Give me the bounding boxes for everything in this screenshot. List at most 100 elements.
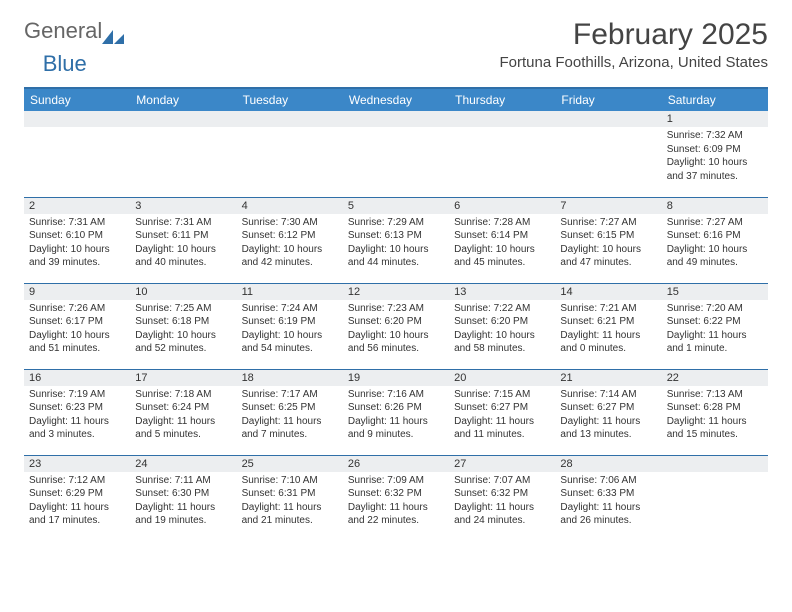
calendar-week: 9Sunrise: 7:26 AMSunset: 6:17 PMDaylight…: [24, 283, 768, 369]
day-number: 15: [662, 284, 768, 300]
day-details: Sunrise: 7:29 AMSunset: 6:13 PMDaylight:…: [343, 214, 449, 274]
day-number: 4: [237, 198, 343, 214]
calendar-body: 1Sunrise: 7:32 AMSunset: 6:09 PMDaylight…: [24, 111, 768, 541]
day-details: Sunrise: 7:30 AMSunset: 6:12 PMDaylight:…: [237, 214, 343, 274]
day-details: Sunrise: 7:06 AMSunset: 6:33 PMDaylight:…: [555, 472, 661, 532]
col-saturday: Saturday: [662, 89, 768, 111]
day-details: Sunrise: 7:12 AMSunset: 6:29 PMDaylight:…: [24, 472, 130, 532]
day-number: 25: [237, 456, 343, 472]
day-number: 6: [449, 198, 555, 214]
day-number: 2: [24, 198, 130, 214]
calendar-cell: [555, 111, 661, 197]
calendar-cell: 4Sunrise: 7:30 AMSunset: 6:12 PMDaylight…: [237, 197, 343, 283]
day-number: 7: [555, 198, 661, 214]
calendar-week: 16Sunrise: 7:19 AMSunset: 6:23 PMDayligh…: [24, 369, 768, 455]
calendar-cell: 3Sunrise: 7:31 AMSunset: 6:11 PMDaylight…: [130, 197, 236, 283]
sail-icon: [102, 24, 124, 38]
day-number: [555, 111, 661, 127]
day-details: Sunrise: 7:22 AMSunset: 6:20 PMDaylight:…: [449, 300, 555, 360]
day-details: Sunrise: 7:24 AMSunset: 6:19 PMDaylight:…: [237, 300, 343, 360]
col-thursday: Thursday: [449, 89, 555, 111]
day-number: 20: [449, 370, 555, 386]
calendar-cell: 23Sunrise: 7:12 AMSunset: 6:29 PMDayligh…: [24, 455, 130, 541]
calendar-cell: [343, 111, 449, 197]
day-details: Sunrise: 7:18 AMSunset: 6:24 PMDaylight:…: [130, 386, 236, 446]
day-details: Sunrise: 7:16 AMSunset: 6:26 PMDaylight:…: [343, 386, 449, 446]
day-details: Sunrise: 7:14 AMSunset: 6:27 PMDaylight:…: [555, 386, 661, 446]
calendar-cell: 24Sunrise: 7:11 AMSunset: 6:30 PMDayligh…: [130, 455, 236, 541]
day-number: 21: [555, 370, 661, 386]
calendar-week: 1Sunrise: 7:32 AMSunset: 6:09 PMDaylight…: [24, 111, 768, 197]
calendar-cell: 9Sunrise: 7:26 AMSunset: 6:17 PMDaylight…: [24, 283, 130, 369]
day-number: 13: [449, 284, 555, 300]
day-number: 23: [24, 456, 130, 472]
day-number: 27: [449, 456, 555, 472]
calendar-cell: 28Sunrise: 7:06 AMSunset: 6:33 PMDayligh…: [555, 455, 661, 541]
day-details: Sunrise: 7:32 AMSunset: 6:09 PMDaylight:…: [662, 127, 768, 187]
day-details: Sunrise: 7:27 AMSunset: 6:16 PMDaylight:…: [662, 214, 768, 274]
day-number: [662, 456, 768, 472]
day-number: 10: [130, 284, 236, 300]
brand-logo: General: [24, 18, 126, 44]
calendar-cell: 16Sunrise: 7:19 AMSunset: 6:23 PMDayligh…: [24, 369, 130, 455]
day-number: 26: [343, 456, 449, 472]
day-number: 17: [130, 370, 236, 386]
calendar-cell: 11Sunrise: 7:24 AMSunset: 6:19 PMDayligh…: [237, 283, 343, 369]
col-sunday: Sunday: [24, 89, 130, 111]
calendar-cell: 7Sunrise: 7:27 AMSunset: 6:15 PMDaylight…: [555, 197, 661, 283]
calendar-cell: 2Sunrise: 7:31 AMSunset: 6:10 PMDaylight…: [24, 197, 130, 283]
calendar-cell: 20Sunrise: 7:15 AMSunset: 6:27 PMDayligh…: [449, 369, 555, 455]
day-number: 22: [662, 370, 768, 386]
calendar-table: Sunday Monday Tuesday Wednesday Thursday…: [24, 89, 768, 541]
day-number: 28: [555, 456, 661, 472]
day-details: Sunrise: 7:31 AMSunset: 6:11 PMDaylight:…: [130, 214, 236, 274]
calendar-cell: [130, 111, 236, 197]
day-number: 8: [662, 198, 768, 214]
calendar-cell: 12Sunrise: 7:23 AMSunset: 6:20 PMDayligh…: [343, 283, 449, 369]
day-number: [237, 111, 343, 127]
calendar-cell: [449, 111, 555, 197]
day-details: Sunrise: 7:17 AMSunset: 6:25 PMDaylight:…: [237, 386, 343, 446]
calendar-cell: [662, 455, 768, 541]
calendar-cell: 26Sunrise: 7:09 AMSunset: 6:32 PMDayligh…: [343, 455, 449, 541]
day-number: 16: [24, 370, 130, 386]
col-tuesday: Tuesday: [237, 89, 343, 111]
calendar-cell: 22Sunrise: 7:13 AMSunset: 6:28 PMDayligh…: [662, 369, 768, 455]
month-title: February 2025: [500, 18, 768, 52]
day-details: Sunrise: 7:21 AMSunset: 6:21 PMDaylight:…: [555, 300, 661, 360]
day-number: 11: [237, 284, 343, 300]
col-friday: Friday: [555, 89, 661, 111]
calendar-cell: 21Sunrise: 7:14 AMSunset: 6:27 PMDayligh…: [555, 369, 661, 455]
calendar-cell: [24, 111, 130, 197]
day-details: Sunrise: 7:11 AMSunset: 6:30 PMDaylight:…: [130, 472, 236, 532]
day-number: [130, 111, 236, 127]
calendar-cell: 27Sunrise: 7:07 AMSunset: 6:32 PMDayligh…: [449, 455, 555, 541]
day-number: 19: [343, 370, 449, 386]
day-details: Sunrise: 7:23 AMSunset: 6:20 PMDaylight:…: [343, 300, 449, 360]
col-wednesday: Wednesday: [343, 89, 449, 111]
day-number: 5: [343, 198, 449, 214]
day-number: 9: [24, 284, 130, 300]
day-details: Sunrise: 7:09 AMSunset: 6:32 PMDaylight:…: [343, 472, 449, 532]
day-details: Sunrise: 7:27 AMSunset: 6:15 PMDaylight:…: [555, 214, 661, 274]
day-details: Sunrise: 7:07 AMSunset: 6:32 PMDaylight:…: [449, 472, 555, 532]
calendar-cell: [237, 111, 343, 197]
calendar-header-row: Sunday Monday Tuesday Wednesday Thursday…: [24, 89, 768, 111]
brand-name-1: General: [24, 18, 102, 44]
title-block: February 2025 Fortuna Foothills, Arizona…: [500, 18, 768, 71]
col-monday: Monday: [130, 89, 236, 111]
calendar-cell: 6Sunrise: 7:28 AMSunset: 6:14 PMDaylight…: [449, 197, 555, 283]
day-details: Sunrise: 7:10 AMSunset: 6:31 PMDaylight:…: [237, 472, 343, 532]
day-number: [24, 111, 130, 127]
calendar-cell: 15Sunrise: 7:20 AMSunset: 6:22 PMDayligh…: [662, 283, 768, 369]
calendar-cell: 18Sunrise: 7:17 AMSunset: 6:25 PMDayligh…: [237, 369, 343, 455]
calendar-cell: 14Sunrise: 7:21 AMSunset: 6:21 PMDayligh…: [555, 283, 661, 369]
calendar-cell: 17Sunrise: 7:18 AMSunset: 6:24 PMDayligh…: [130, 369, 236, 455]
brand-name-2: Blue: [43, 51, 87, 76]
day-details: Sunrise: 7:31 AMSunset: 6:10 PMDaylight:…: [24, 214, 130, 274]
calendar-week: 23Sunrise: 7:12 AMSunset: 6:29 PMDayligh…: [24, 455, 768, 541]
calendar-cell: 10Sunrise: 7:25 AMSunset: 6:18 PMDayligh…: [130, 283, 236, 369]
day-number: 12: [343, 284, 449, 300]
calendar-week: 2Sunrise: 7:31 AMSunset: 6:10 PMDaylight…: [24, 197, 768, 283]
day-number: 1: [662, 111, 768, 127]
